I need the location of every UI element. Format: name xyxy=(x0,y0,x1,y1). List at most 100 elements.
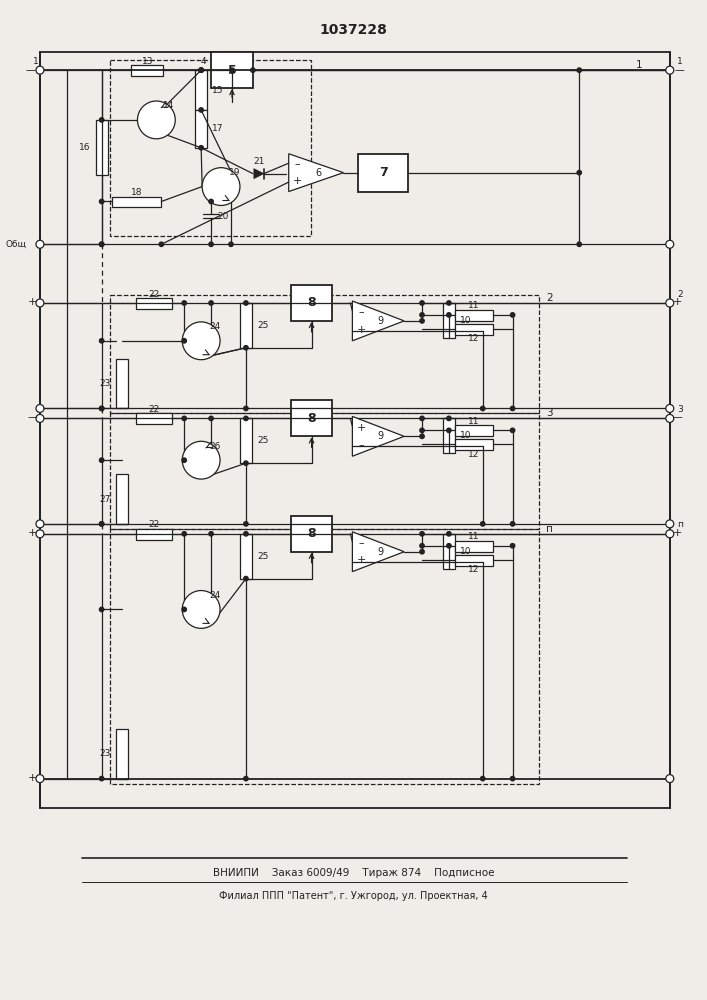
Text: 25: 25 xyxy=(257,436,268,445)
Circle shape xyxy=(199,146,204,150)
Text: 10: 10 xyxy=(460,431,472,440)
Text: 12: 12 xyxy=(468,334,479,343)
Text: 3: 3 xyxy=(677,405,683,414)
Circle shape xyxy=(182,441,220,479)
Polygon shape xyxy=(352,532,404,572)
Circle shape xyxy=(100,406,104,411)
Text: –: – xyxy=(358,538,364,548)
Bar xyxy=(443,534,455,569)
Text: 9: 9 xyxy=(378,316,384,326)
Circle shape xyxy=(420,434,424,439)
Text: 9: 9 xyxy=(378,547,384,557)
Text: —: — xyxy=(27,412,37,422)
Text: 27: 27 xyxy=(99,495,110,504)
Bar xyxy=(443,303,455,338)
Circle shape xyxy=(244,776,248,781)
Text: п: п xyxy=(546,524,553,534)
Circle shape xyxy=(199,108,204,112)
Circle shape xyxy=(182,339,187,343)
Circle shape xyxy=(182,591,220,628)
Circle shape xyxy=(100,607,104,612)
Bar xyxy=(112,197,161,207)
Polygon shape xyxy=(352,416,404,456)
Text: 9: 9 xyxy=(378,431,384,441)
Text: 18: 18 xyxy=(131,188,142,197)
Text: –: – xyxy=(358,307,364,317)
Circle shape xyxy=(251,68,255,72)
Circle shape xyxy=(244,301,248,305)
Text: 14: 14 xyxy=(163,101,174,110)
Text: 25: 25 xyxy=(257,552,268,561)
Circle shape xyxy=(199,68,204,72)
Circle shape xyxy=(159,242,163,246)
Circle shape xyxy=(100,199,104,204)
Text: 26: 26 xyxy=(209,442,221,451)
Circle shape xyxy=(229,242,233,246)
Text: 8: 8 xyxy=(308,412,316,425)
Text: +: + xyxy=(356,423,366,433)
Circle shape xyxy=(199,68,204,72)
Text: 21: 21 xyxy=(253,157,264,166)
Text: +: + xyxy=(356,325,366,335)
Text: 22: 22 xyxy=(148,520,160,529)
Circle shape xyxy=(447,544,451,548)
Circle shape xyxy=(577,242,581,246)
Bar xyxy=(455,324,493,335)
Circle shape xyxy=(420,550,424,554)
Bar xyxy=(291,516,332,552)
Circle shape xyxy=(510,776,515,781)
Circle shape xyxy=(420,301,424,305)
Bar xyxy=(95,120,107,175)
Bar xyxy=(115,359,127,408)
Text: 6: 6 xyxy=(316,168,322,178)
Circle shape xyxy=(666,414,674,422)
Circle shape xyxy=(666,66,674,74)
Circle shape xyxy=(182,416,187,421)
Circle shape xyxy=(36,404,44,412)
Text: 24: 24 xyxy=(209,322,221,331)
Circle shape xyxy=(666,530,674,538)
Bar xyxy=(115,729,127,779)
Text: ВНИИПИ    Заказ 6009/49    Тираж 874    Подписное: ВНИИПИ Заказ 6009/49 Тираж 874 Подписное xyxy=(213,868,494,878)
Bar xyxy=(291,400,332,436)
Circle shape xyxy=(244,576,248,581)
Text: 2: 2 xyxy=(546,293,553,303)
Circle shape xyxy=(182,301,187,305)
Bar xyxy=(358,154,408,192)
Circle shape xyxy=(100,522,104,526)
Bar xyxy=(195,110,207,148)
Circle shape xyxy=(510,406,515,411)
Text: Филиал ППП "Патент", г. Ужгород, ул. Проектная, 4: Филиал ППП "Патент", г. Ужгород, ул. Про… xyxy=(219,891,488,901)
Circle shape xyxy=(244,532,248,536)
Bar xyxy=(110,60,310,236)
Text: –: – xyxy=(295,159,300,169)
Text: +: + xyxy=(28,528,37,538)
Circle shape xyxy=(244,522,248,526)
Text: 25: 25 xyxy=(257,321,268,330)
Text: 12: 12 xyxy=(468,565,479,574)
Polygon shape xyxy=(352,301,404,341)
Circle shape xyxy=(666,404,674,412)
Circle shape xyxy=(36,414,44,422)
Circle shape xyxy=(137,101,175,139)
Circle shape xyxy=(447,416,451,421)
Bar xyxy=(455,541,493,552)
Text: +: + xyxy=(293,176,303,186)
Circle shape xyxy=(100,406,104,411)
Bar xyxy=(240,418,252,463)
Text: 2: 2 xyxy=(677,290,682,299)
Circle shape xyxy=(577,68,581,72)
Text: 3: 3 xyxy=(546,408,553,418)
Text: 20: 20 xyxy=(217,212,229,221)
Text: 8: 8 xyxy=(308,296,316,309)
Text: 19: 19 xyxy=(229,168,240,177)
Text: +: + xyxy=(673,297,682,307)
Circle shape xyxy=(244,346,248,350)
Circle shape xyxy=(244,406,248,411)
Circle shape xyxy=(182,607,187,612)
Bar xyxy=(211,52,253,88)
Circle shape xyxy=(36,775,44,783)
Circle shape xyxy=(244,416,248,421)
Bar xyxy=(110,295,539,413)
Circle shape xyxy=(209,532,214,536)
